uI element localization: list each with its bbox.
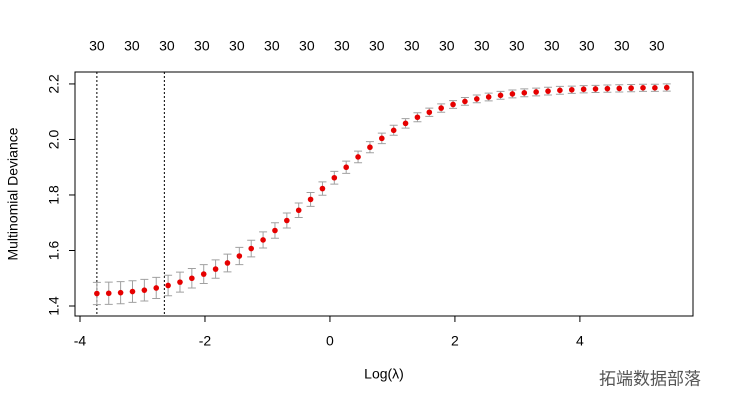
point xyxy=(438,105,444,111)
point xyxy=(462,98,468,105)
point xyxy=(295,207,302,214)
point xyxy=(272,227,278,234)
top-tick-label: 30 xyxy=(614,38,630,54)
point xyxy=(129,288,136,295)
point xyxy=(640,85,646,91)
top-tick-label: 30 xyxy=(579,38,595,54)
point xyxy=(367,144,373,151)
point xyxy=(224,260,231,266)
point xyxy=(652,85,658,91)
point xyxy=(390,127,397,134)
top-tick-label: 30 xyxy=(509,38,525,54)
point xyxy=(141,287,148,293)
point xyxy=(200,271,207,277)
y-tick-label: 2.2 xyxy=(46,74,62,94)
top-tick-label: 30 xyxy=(369,38,385,54)
point xyxy=(153,285,160,291)
point xyxy=(236,253,243,259)
point xyxy=(426,109,433,116)
point xyxy=(580,86,587,93)
point xyxy=(319,185,326,192)
point xyxy=(414,114,421,121)
top-tick-label: 30 xyxy=(124,38,140,54)
point xyxy=(616,85,623,92)
point xyxy=(343,164,349,171)
top-tick-label: 30 xyxy=(474,38,490,54)
point xyxy=(509,91,516,97)
y-tick-label: 1.8 xyxy=(46,185,62,205)
point xyxy=(177,279,183,285)
y-axis-label: Multinomial Deviance xyxy=(5,127,21,260)
point xyxy=(248,245,255,252)
point xyxy=(628,85,634,91)
x-axis-label: Log(λ) xyxy=(364,366,404,382)
point xyxy=(485,94,492,100)
top-tick-label: 30 xyxy=(334,38,350,54)
x-tick-label: -2 xyxy=(199,333,212,349)
x-tick-label: 2 xyxy=(451,333,459,349)
top-tick-label: 30 xyxy=(194,38,210,54)
point xyxy=(284,217,290,224)
point xyxy=(521,90,528,96)
point xyxy=(379,135,385,142)
point xyxy=(307,196,314,203)
x-tick-label: 0 xyxy=(326,333,334,349)
point xyxy=(260,237,266,243)
point xyxy=(402,120,409,127)
point xyxy=(663,84,670,91)
point xyxy=(105,290,112,297)
point xyxy=(497,92,504,99)
top-tick-label: 30 xyxy=(89,38,105,54)
top-tick-label: 30 xyxy=(404,38,420,54)
point xyxy=(545,88,551,94)
y-tick-label: 2.0 xyxy=(46,130,62,150)
top-tick-label: 30 xyxy=(544,38,560,54)
x-tick-label: -4 xyxy=(74,333,87,349)
point xyxy=(331,174,338,181)
point xyxy=(94,290,100,297)
point xyxy=(355,154,361,160)
point xyxy=(604,85,611,92)
top-tick-label: 30 xyxy=(649,38,665,54)
point xyxy=(533,89,539,95)
top-tick-label: 30 xyxy=(229,38,245,54)
point xyxy=(189,275,195,282)
point xyxy=(117,289,124,296)
point xyxy=(568,86,575,93)
watermark: 拓端数据部落 xyxy=(599,369,701,388)
y-tick-label: 1.6 xyxy=(46,241,62,261)
point xyxy=(165,282,171,289)
top-tick-label: 30 xyxy=(299,38,315,54)
point xyxy=(473,96,480,102)
x-tick-label: 4 xyxy=(576,333,584,349)
point xyxy=(450,101,456,108)
top-tick-label: 30 xyxy=(439,38,455,54)
plot-frame xyxy=(74,71,694,317)
top-tick-label: 30 xyxy=(159,38,175,54)
y-tick-label: 1.4 xyxy=(46,296,62,316)
point xyxy=(592,86,599,92)
top-tick-label: 30 xyxy=(264,38,280,54)
point xyxy=(212,266,219,272)
point xyxy=(557,87,563,94)
